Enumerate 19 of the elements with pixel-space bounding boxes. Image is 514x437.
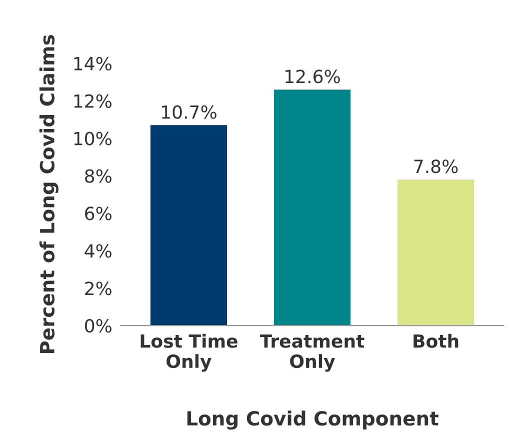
y-axis-title: Percent of Long Covid Claims	[39, 35, 58, 354]
x-tick-label: Both	[414, 334, 458, 348]
x-axis-title: Long Covid Component	[187, 410, 438, 430]
bar	[274, 90, 351, 326]
y-tick-label: 8%	[85, 169, 112, 183]
y-tick-label: 0%	[85, 319, 112, 333]
x-tick-label: Treatment Only	[260, 334, 364, 372]
bar	[397, 179, 474, 326]
data-label: 10.7%	[162, 105, 216, 119]
y-tick-label: 14%	[74, 56, 112, 70]
y-tick-label: 6%	[85, 206, 112, 220]
y-tick-label: 2%	[85, 282, 112, 296]
x-tick-label: Lost Time Only	[140, 334, 238, 372]
bar	[150, 125, 228, 326]
data-label: 7.8%	[414, 160, 458, 174]
y-tick-label: 4%	[84, 244, 112, 258]
data-label: 12.6%	[286, 70, 340, 84]
y-tick-label: 12%	[74, 94, 112, 108]
y-tick-label: 10%	[74, 132, 112, 146]
